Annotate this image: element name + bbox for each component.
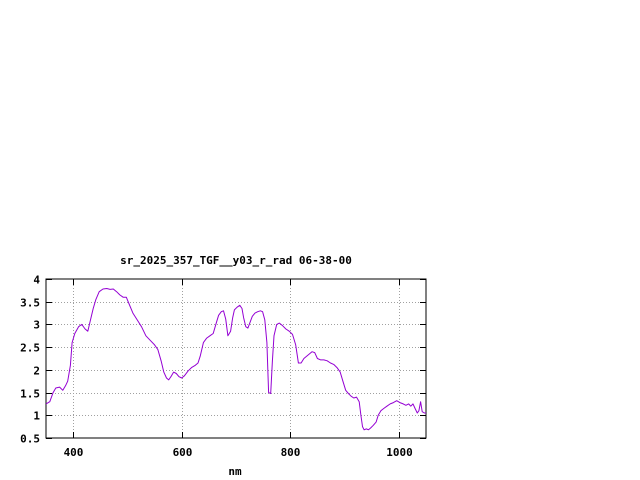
- spectrum-line: [45, 288, 426, 431]
- x-tick-label: 1000: [386, 446, 413, 459]
- axis-ticks: [46, 279, 426, 439]
- y-tick-label: 0.5: [20, 433, 40, 446]
- grid-lines: [46, 279, 426, 438]
- x-tick-label: 800: [281, 446, 301, 459]
- y-tick-label: 1: [33, 410, 40, 423]
- y-tick-labels: 0.5 1 1.5 2 2.5 3 3.5 4: [20, 274, 40, 446]
- x-tick-label: 600: [173, 446, 193, 459]
- x-tick-labels: 400 600 800 1000: [64, 446, 413, 459]
- y-tick-label: 3.5: [20, 297, 40, 310]
- y-tick-label: 2: [33, 365, 40, 378]
- plot-frame: [45, 278, 427, 439]
- chart-title: sr_2025_357_TGF__y03_r_rad 06-38-00: [120, 254, 352, 267]
- y-tick-label: 3: [33, 319, 40, 332]
- y-tick-label: 2.5: [20, 342, 40, 355]
- x-tick-label: 400: [64, 446, 84, 459]
- y-tick-label: 1.5: [20, 388, 40, 401]
- y-tick-label: 4: [33, 274, 40, 287]
- x-axis-label: nm: [228, 465, 242, 478]
